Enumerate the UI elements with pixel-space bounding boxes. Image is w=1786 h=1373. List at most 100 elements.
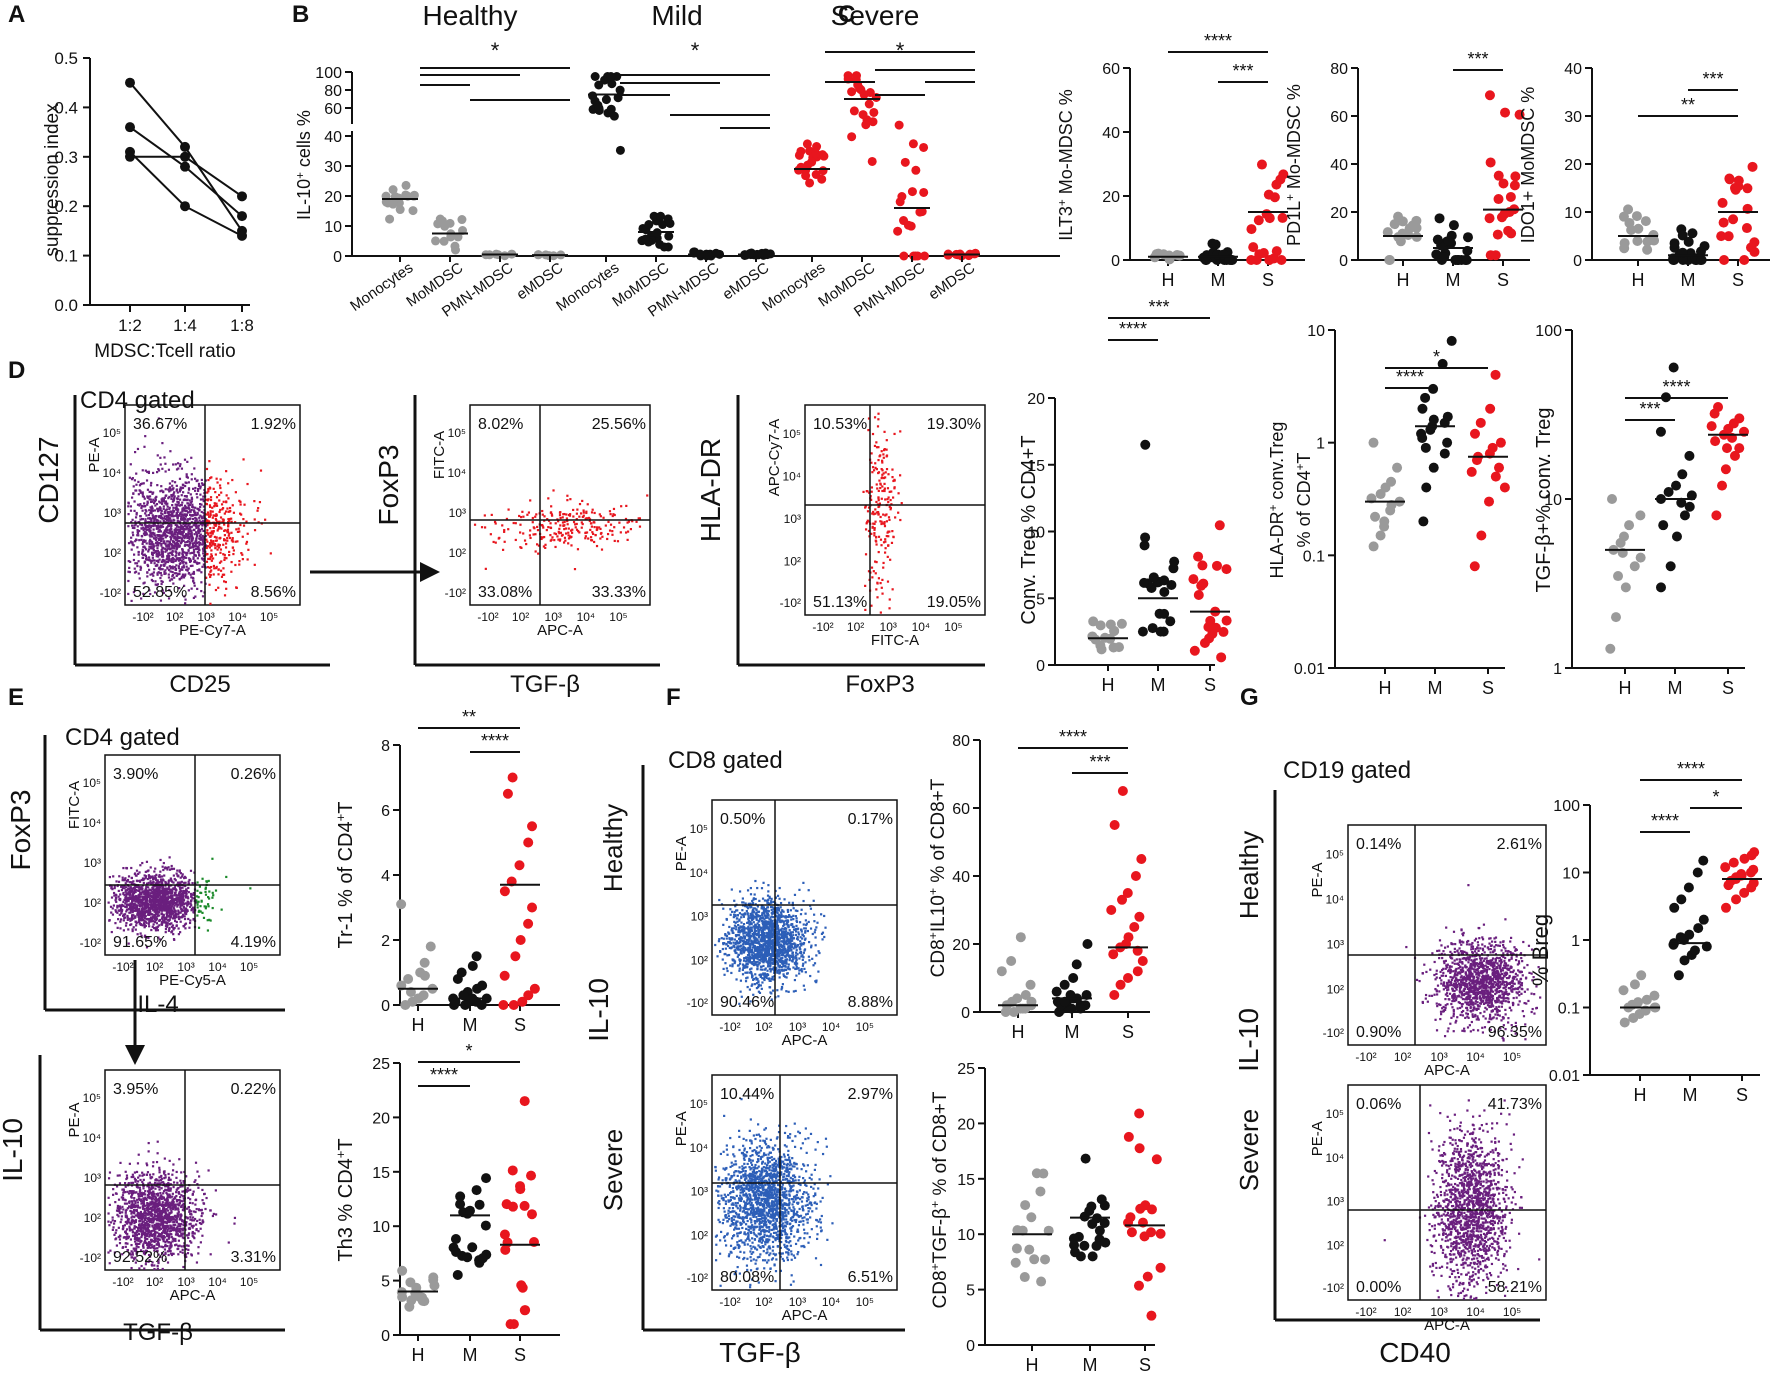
event-dot [153,568,156,571]
event-dot [195,1228,198,1231]
event-dot [182,576,186,579]
panel-d-flow1-axes [73,395,330,667]
event-dot [150,507,153,510]
event-dot [193,584,196,587]
event-dot [207,478,210,482]
event-dot [130,478,134,481]
event-dot [180,467,184,470]
x-tick-label: H [1632,270,1645,290]
event-dot [891,496,895,499]
data-point [1504,207,1515,218]
event-dot [198,534,201,537]
event-dot [147,911,150,914]
event-dot [136,531,140,534]
event-dot [184,523,188,526]
event-dot [881,592,884,595]
event-dot [141,542,144,545]
event-dot [888,490,891,493]
event-dot [887,496,890,499]
event-dot [224,542,228,545]
event-dot [225,500,228,503]
y-tick-label: 20 [1564,157,1582,174]
data-point [594,103,604,113]
event-dot [158,553,161,557]
data-point [1495,437,1506,448]
event-dot [595,544,599,548]
event-dot [874,560,877,563]
event-dot [194,1203,197,1206]
event-dot [880,544,883,547]
event-dot [157,903,160,907]
event-dot [155,525,158,528]
event-dot [160,912,163,916]
event-dot [144,520,147,523]
event-dot [127,525,130,528]
event-dot [172,582,175,585]
data-point [1696,255,1707,265]
event-dot [241,553,244,556]
event-dot [179,557,182,560]
event-dot [211,906,214,910]
event-dot [177,909,180,912]
event-dot [153,591,157,594]
event-dot [870,566,874,569]
event-dot [171,573,175,577]
event-dot [210,534,213,537]
data-point [439,236,449,246]
event-dot [184,907,188,910]
event-dot [155,559,158,563]
data-point [180,141,190,152]
event-dot [183,595,186,598]
y-tick-label: 0 [1036,658,1045,675]
event-dot [172,518,175,521]
event-dot [164,896,167,899]
data-point [1140,439,1151,450]
event-dot [625,504,628,508]
event-dot [124,924,128,927]
y-tick-label: 60 [1330,109,1348,126]
event-dot [139,1206,142,1209]
event-dot [170,867,173,870]
event-dot [599,537,602,540]
event-dot [202,505,205,508]
event-dot [175,525,179,528]
event-dot [163,901,166,904]
event-dot [877,535,881,538]
event-dot [188,499,191,502]
event-dot [544,543,547,546]
y-tick-label: 0 [1339,253,1348,270]
event-dot [620,505,623,508]
event-dot [149,511,152,515]
event-dot [177,540,181,543]
event-dot [157,530,160,533]
event-dot [122,929,125,932]
event-dot [163,570,166,573]
event-dot [152,923,155,926]
event-dot [207,566,210,569]
event-dot [532,533,535,536]
event-dot [160,878,163,881]
event-dot [185,535,189,538]
event-dot [187,504,190,507]
event-dot [231,504,234,507]
arrow-head [125,1045,145,1065]
event-dot [161,551,164,554]
data-point [1261,209,1272,220]
event-dot [148,545,151,548]
data-point [1439,251,1450,262]
event-dot [120,1218,123,1221]
event-dot [143,926,146,929]
event-dot [145,510,148,513]
event-dot [178,512,182,515]
event-dot [245,540,249,544]
event-dot [547,526,550,529]
event-dot [126,916,129,919]
event-dot [582,509,585,512]
event-dot [156,519,160,522]
data-point [1418,516,1429,527]
event-dot [147,528,150,531]
event-dot [154,580,157,583]
event-dot [145,528,148,532]
event-dot [159,870,162,873]
event-dot [209,1253,212,1256]
